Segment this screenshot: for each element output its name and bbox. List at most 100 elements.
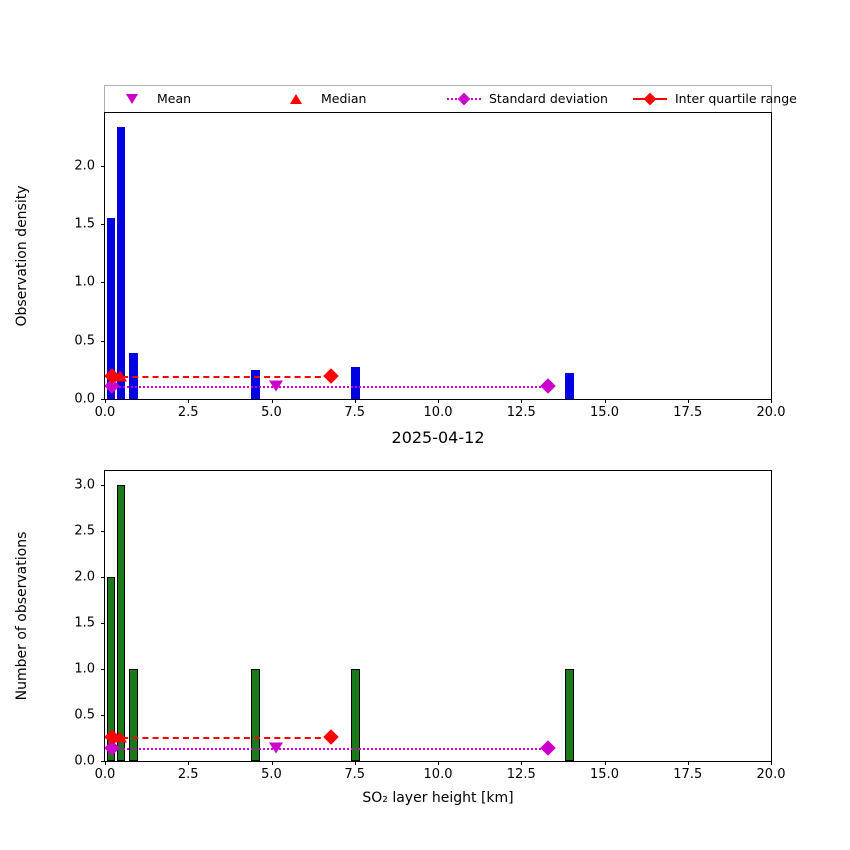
y-axis-tick-label: 2.0 — [74, 158, 95, 174]
x-axis-tick — [604, 399, 606, 403]
x-axis-tick-label: 10.0 — [423, 767, 453, 782]
x-axis-tick — [271, 399, 273, 403]
legend-label: Inter quartile range — [675, 91, 797, 106]
y-axis-tick — [101, 714, 105, 716]
diamond-icon — [457, 92, 471, 106]
x-axis-tick — [521, 761, 523, 765]
x-axis-tick — [354, 399, 356, 403]
y-axis-tick — [101, 761, 105, 762]
legend-entry-inter-quartile-range[interactable]: Inter quartile range — [629, 86, 797, 112]
x-axis-label: SO₂ layer height [km] — [362, 790, 514, 806]
legend-label: Standard deviation — [489, 91, 608, 106]
y-axis-tick-label: 0.0 — [74, 391, 95, 407]
inter-quartile-range-line — [111, 737, 332, 740]
bottom-subplot-axes: 0.0 2.5 5.0 7.5 10.0 12.5 15.0 17.5 20.0 0.0 0.5 1.… — [74, 470, 785, 782]
x-axis-tick — [687, 761, 689, 765]
bottom-subplot-plot-area — [105, 471, 771, 761]
triangle-down-icon — [126, 94, 138, 104]
y-axis-tick — [101, 165, 105, 167]
legend-entry-standard-deviation[interactable]: Standard deviation — [443, 86, 629, 112]
y-axis-tick-label: 1.5 — [74, 216, 95, 232]
x-axis-tick-label: 10.0 — [423, 405, 453, 420]
legend-label: Mean — [157, 91, 192, 106]
x-axis-tick-label: 2.5 — [177, 405, 199, 420]
histogram-bar — [565, 668, 574, 761]
x-axis-tick-label: 17.5 — [673, 405, 703, 420]
y-axis-tick-label: 1.5 — [74, 615, 95, 631]
x-axis-tick-label: 12.5 — [506, 767, 536, 782]
top-subplot-axes: 0.0 2.5 5.0 7.5 10.0 12.5 15.0 17.5 20.0 0.0 0.5 1.… — [74, 112, 785, 420]
x-axis-tick-label: 5.0 — [261, 405, 282, 420]
legend-handle — [633, 90, 667, 108]
histogram-bar — [116, 127, 126, 399]
x-axis-tick — [105, 399, 106, 403]
x-axis-tick-label: 2.5 — [177, 767, 199, 782]
x-axis-tick — [271, 761, 273, 765]
x-axis-tick-label: 15.0 — [590, 767, 619, 782]
legend-handle — [447, 90, 481, 108]
y-axis-tick-label: 3.0 — [74, 477, 95, 493]
x-axis-tick — [521, 399, 523, 403]
y-axis-tick — [101, 282, 105, 284]
x-axis-tick — [438, 399, 439, 403]
x-axis-tick-label: 5.0 — [261, 767, 282, 782]
x-axis-tick — [354, 761, 356, 765]
diamond-icon — [643, 92, 657, 106]
x-axis-tick — [188, 399, 190, 403]
y-axis-tick — [101, 576, 105, 578]
legend-handle — [279, 90, 313, 108]
y-axis-tick — [101, 622, 105, 624]
standard-deviation-line — [111, 748, 548, 751]
legend-entry-median[interactable]: Median — [273, 86, 443, 112]
x-axis-tick-label: 0.0 — [94, 405, 116, 420]
x-axis-tick — [438, 761, 439, 765]
y-axis-tick — [101, 399, 105, 400]
histogram-bar — [106, 218, 116, 399]
y-axis-tick — [101, 223, 105, 225]
y-axis-tick — [101, 484, 105, 486]
x-axis-tick — [771, 761, 772, 765]
x-axis-tick-label: 20.0 — [756, 405, 786, 420]
y-axis-tick-label: 1.0 — [74, 274, 95, 290]
x-axis-tick — [604, 761, 606, 765]
median-marker — [112, 731, 127, 743]
x-axis-tick-label: 12.5 — [506, 405, 536, 420]
histogram-bar — [251, 668, 260, 761]
histogram-bar — [251, 369, 260, 399]
y-axis-tick — [101, 530, 105, 532]
x-axis-tick-label: 20.0 — [756, 767, 786, 782]
standard-deviation-marker-high — [540, 740, 556, 756]
median-marker — [112, 370, 127, 382]
x-axis-tick-label: 15.0 — [590, 405, 619, 420]
y-axis-tick — [101, 340, 105, 342]
histogram-bar — [106, 576, 116, 761]
inter-quartile-range-line — [111, 375, 332, 378]
y-axis-tick-label: 1.0 — [74, 661, 95, 677]
mean-marker — [269, 380, 284, 392]
x-axis-tick — [687, 399, 689, 403]
standard-deviation-line — [111, 386, 548, 389]
histogram-bar — [116, 484, 126, 761]
legend-handle — [115, 90, 149, 108]
inter-quartile-range-marker-high — [323, 729, 340, 745]
histogram-bar — [351, 367, 360, 399]
y-axis-tick-label: 0.5 — [74, 707, 95, 723]
top-subplot-plot-area — [105, 113, 771, 399]
legend-entry-mean[interactable]: Mean — [105, 86, 273, 112]
top-subplot-y-axis-label: Observation density — [14, 185, 30, 327]
plot-title: 2025-04-12 — [391, 428, 485, 447]
histogram-bar — [128, 668, 138, 761]
y-axis-tick-label: 2.0 — [74, 569, 95, 585]
y-axis-tick-label: 0.5 — [74, 333, 95, 349]
x-axis-tick — [771, 399, 772, 403]
x-axis-tick-label: 0.0 — [94, 767, 116, 782]
x-axis-tick — [105, 761, 106, 765]
y-axis-tick-label: 2.5 — [74, 523, 95, 539]
mean-marker — [269, 742, 284, 754]
y-axis-tick-label: 0.0 — [74, 753, 95, 769]
legend-label: Median — [321, 91, 367, 106]
x-axis-tick-label: 17.5 — [673, 767, 703, 782]
bottom-subplot-y-axis-label: Number of observations — [14, 531, 30, 701]
x-axis-tick — [188, 761, 190, 765]
